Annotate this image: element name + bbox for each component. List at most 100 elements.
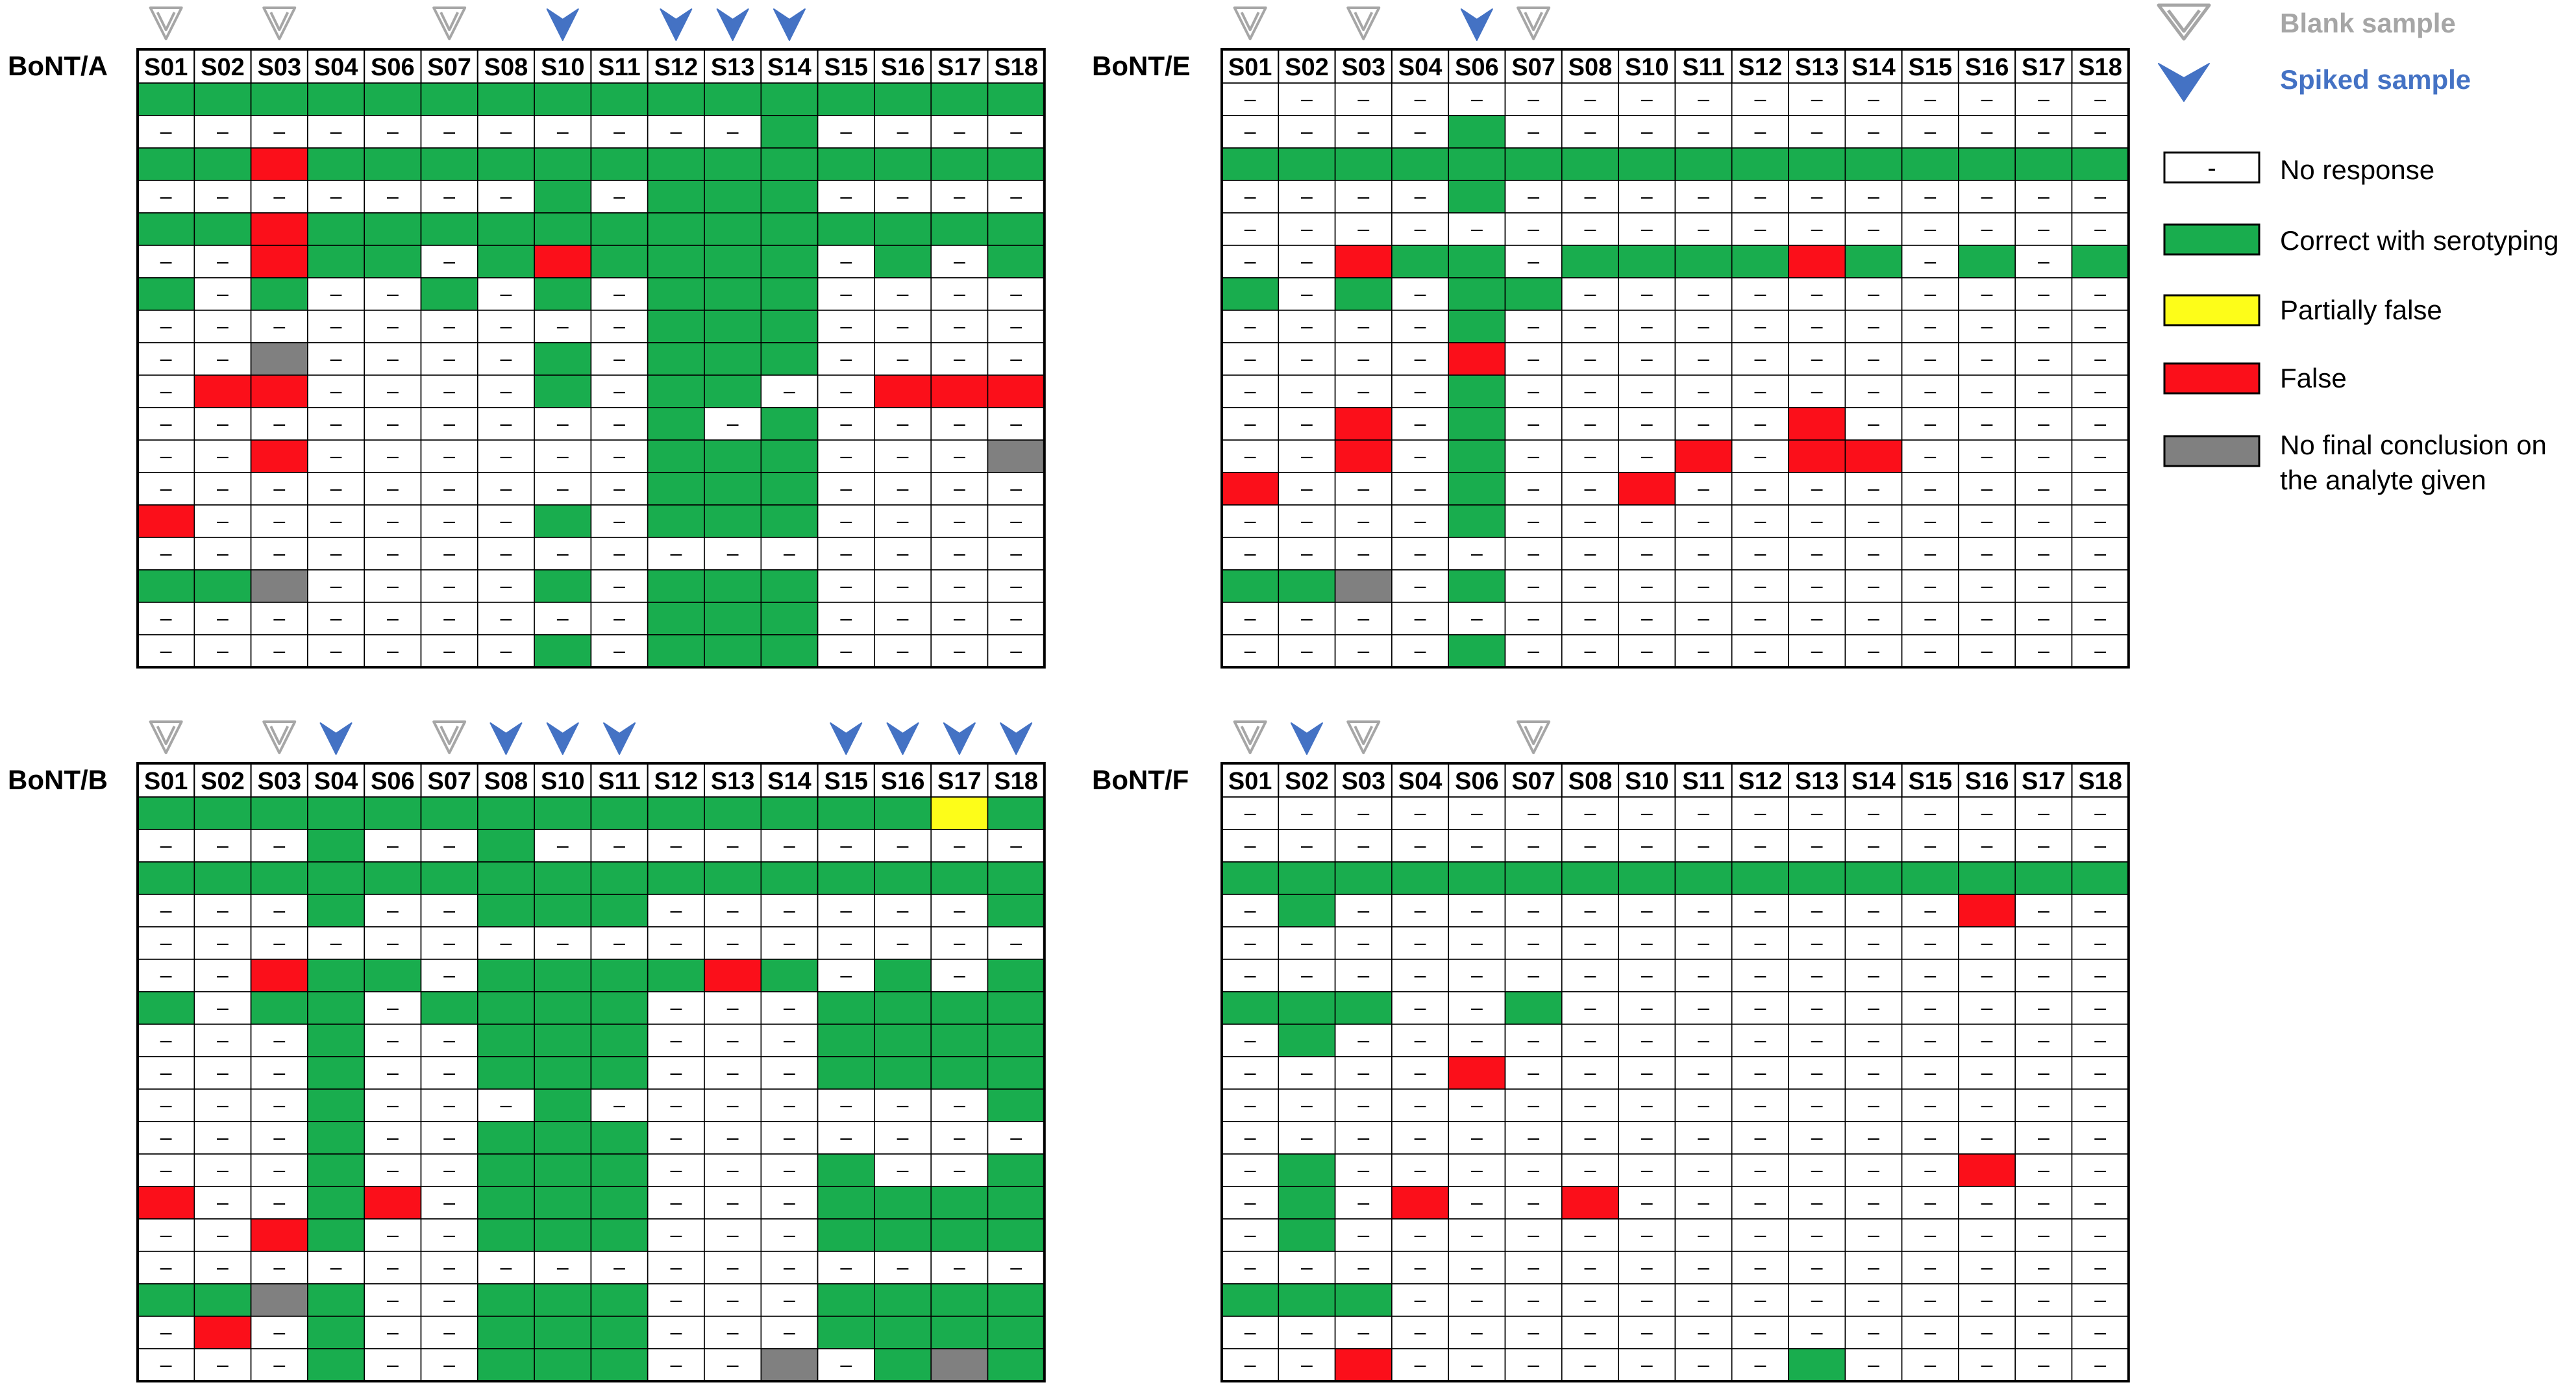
result-cell [2014,861,2073,895]
no-response-mark: – [1357,801,1369,824]
result-cell [1844,407,1903,441]
no-response-mark: – [1981,574,1993,597]
no-response-mark: – [1471,1223,1483,1246]
no-response-mark: – [2094,379,2106,402]
result-cell [874,991,932,1025]
no-response-mark: – [443,119,455,143]
no-response-mark: – [330,314,342,338]
blank-sample-marker-icon [262,720,297,754]
column-header: S11 [598,768,641,795]
no-response-mark: – [443,606,455,630]
no-response-mark: – [1010,347,1022,370]
result-cell [930,1283,989,1317]
result-cell [137,277,195,311]
result-cell [420,212,478,246]
no-response-mark: – [1415,1028,1426,1051]
spiked-sample-marker-icon [660,8,693,41]
no-response-mark: – [330,411,342,435]
result-cell [647,277,705,311]
spiked-sample-marker-icon [546,8,579,41]
no-response-mark: – [2038,1125,2050,1149]
column-header: S07 [427,768,471,795]
header-cell [647,49,706,84]
no-response-mark: – [443,1223,455,1246]
no-response-mark: – [273,314,285,338]
no-response-mark: – [1301,184,1313,208]
no-response-mark: – [443,411,455,435]
result-cell [1334,472,1393,506]
result-cell [1278,180,1336,214]
result-cell [250,991,308,1025]
column-header: S12 [654,54,699,81]
no-response-mark: – [1245,639,1256,662]
result-cell [477,82,535,116]
no-response-mark: – [1301,411,1313,435]
result-cell [193,504,252,538]
result-cell [1278,861,1336,895]
result-cell [534,504,592,538]
no-response-mark: – [160,1061,172,1084]
no-response-mark: – [1641,1125,1653,1149]
blank-sample-marker-icon [1346,720,1381,754]
no-response-mark: – [1924,509,1936,532]
result-cell [1504,277,1563,311]
no-response-mark: – [1641,898,1653,922]
no-response-mark: – [2038,217,2050,240]
no-response-mark: – [1301,282,1313,305]
blank-sample-marker-icon [432,6,467,40]
no-response-mark: – [2038,411,2050,435]
result-cell [1278,212,1336,246]
result-cell [1674,504,1733,538]
no-response-mark: – [1528,1125,1539,1149]
no-response-mark: – [1585,639,1596,662]
result-cell [817,375,875,408]
blank-sample-marker-icon [149,720,183,754]
no-response-mark: – [2038,184,2050,208]
result-cell [1958,245,2016,278]
no-response-mark: – [330,282,342,305]
no-response-mark: – [2038,1255,2050,1279]
no-response-mark: – [387,444,399,467]
result-cell [760,115,819,149]
result-cell [1334,375,1393,408]
result-cell [534,147,592,181]
no-response-mark: – [443,833,455,857]
no-response-mark: – [613,379,625,402]
no-response-mark: – [1641,1093,1653,1116]
no-response-mark: – [1641,574,1653,597]
no-response-mark: – [784,833,795,857]
result-cell [874,959,932,992]
no-response-mark: – [1415,1223,1426,1246]
result-cell [1334,861,1393,895]
no-response-mark: – [840,1353,852,1376]
column-header: S16 [1965,54,2009,81]
no-response-mark: – [1698,1028,1709,1051]
result-cell [534,1186,592,1220]
no-response-mark: – [1641,282,1653,305]
result-cell [930,212,989,246]
no-response-mark: – [1698,282,1709,305]
result-cell [534,1121,592,1155]
no-response-mark: – [1754,1255,1766,1279]
no-response-mark: – [1528,606,1539,630]
result-cell [1844,245,1903,278]
result-cell [364,861,422,895]
result-cell [1561,537,1619,571]
result-cell [477,991,535,1025]
result-cell [704,796,762,830]
no-response-mark: – [1698,574,1709,597]
result-cell [874,569,932,603]
no-response-mark: – [1868,963,1879,987]
no-response-mark: – [1528,184,1539,208]
no-response-mark: – [501,282,512,305]
no-response-mark: – [2094,314,2106,338]
result-cell [193,569,252,603]
result-cell [477,1218,535,1252]
result-cell [1221,277,1280,311]
result-cell [874,1186,932,1220]
no-response-mark: – [1245,963,1256,987]
result-cell [704,375,762,408]
no-response-mark: – [1811,833,1823,857]
no-response-mark: – [1641,184,1653,208]
result-cell [1448,407,1506,441]
